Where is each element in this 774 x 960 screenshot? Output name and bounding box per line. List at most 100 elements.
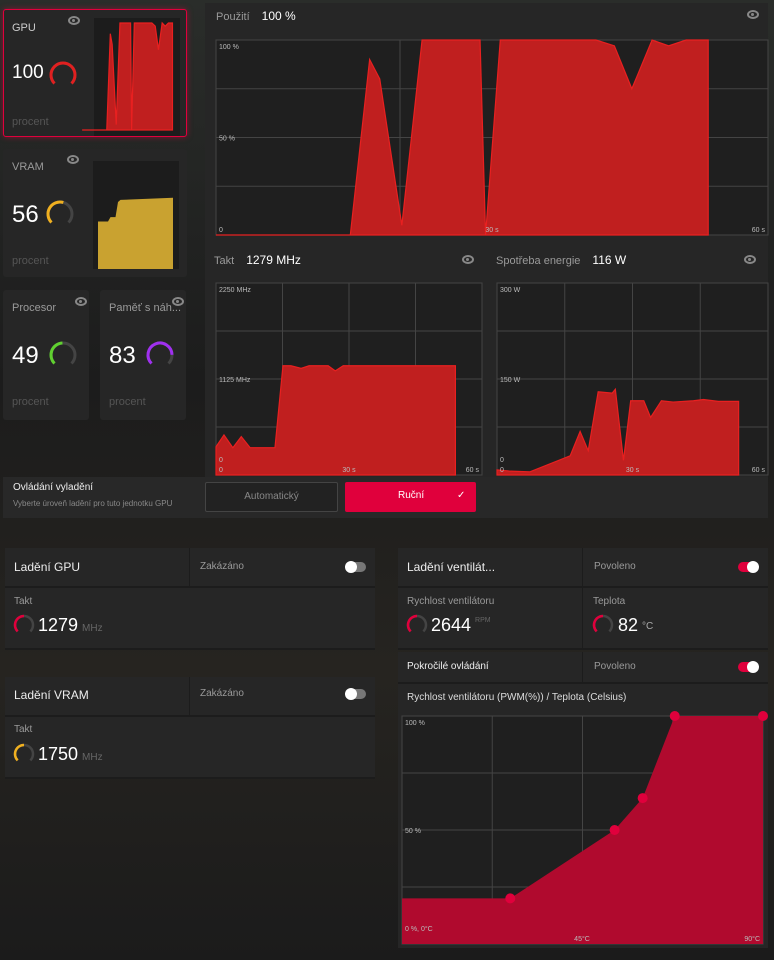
eye-icon[interactable] (462, 255, 474, 264)
usage-chart: 100 % 50 % 0 30 s 60 s (215, 39, 769, 236)
y-tick-label: 100 % (219, 44, 239, 51)
y-tick-label: 0 %, 0°C (405, 925, 433, 933)
x-tick-label: 30 s (342, 467, 356, 474)
curve-point[interactable] (637, 793, 648, 804)
eye-icon[interactable] (172, 297, 184, 306)
fan-speed-label: Rychlost ventilátoru (407, 596, 495, 607)
usage-value: 100 % (261, 9, 296, 23)
y-tick-label: 2250 MHz (219, 287, 251, 294)
gauge-fill (406, 614, 418, 633)
ram-unit: procent (109, 396, 146, 408)
vram-tuning-state: Zakázáno (200, 688, 244, 699)
auto-button[interactable]: Automatický (205, 482, 338, 512)
ram-card-title: Paměť s náh... (109, 302, 181, 314)
y-tick-label: 50 % (405, 828, 421, 835)
x-tick-label: 30 s (485, 227, 499, 234)
gpu-tuning-toggle[interactable] (345, 561, 366, 573)
fan-speed-gauge (406, 614, 428, 633)
fan-tuning-toggle[interactable] (738, 561, 759, 573)
gpu-clock-unit: MHz (82, 623, 103, 634)
power-label: Spotřeba energie (496, 255, 581, 267)
series-area (496, 387, 740, 476)
advanced-control-state: Povoleno (594, 661, 636, 672)
eye-icon[interactable] (747, 10, 759, 19)
gauge-fill (13, 743, 25, 762)
gpu-tuning-title: Ladění GPU (14, 560, 81, 574)
eye-icon[interactable] (75, 297, 87, 306)
fan-curve-title: Rychlost ventilátoru (PWM(%)) / Teplota … (407, 692, 627, 703)
cpu-card-title: Procesor (12, 302, 57, 314)
vram-clock-cell: Takt 1750 MHz (5, 717, 375, 779)
ram-value: 83 (109, 342, 136, 369)
series-area (216, 39, 709, 236)
vram-clock-unit: MHz (82, 752, 103, 763)
curve-point[interactable] (505, 893, 516, 904)
manual-label: Ruční (398, 490, 425, 501)
fan-tuning-title: Ladění ventilát... (407, 560, 496, 574)
vram-gauge (46, 200, 74, 224)
tuning-subtitle: Vyberte úroveň ladění pro tuto jednotku … (13, 499, 173, 508)
gauge-fill (46, 200, 64, 224)
x-tick-label: 90°C (744, 935, 760, 943)
manual-button[interactable]: Ruční ✓ (345, 482, 476, 512)
x-tick-label: 0 (500, 467, 504, 474)
tuning-title: Ovládání vyladění (13, 482, 94, 493)
series-area (402, 716, 763, 944)
vram-value: 56 (12, 201, 39, 228)
clock-value: 1279 MHz (246, 253, 301, 267)
power-header: Spotřeba energie 116 W (496, 253, 626, 267)
advanced-control-row: Pokročilé ovládání Povoleno (398, 652, 768, 684)
ram-card[interactable]: Paměť s náh... 83 procent (100, 290, 186, 420)
eye-icon[interactable] (744, 255, 756, 264)
gpu-clock-label: Takt (14, 596, 33, 607)
eye-icon[interactable] (67, 155, 79, 164)
y-tick-label: 300 W (500, 287, 521, 294)
vram-card[interactable]: VRAM 56 procent (3, 149, 187, 277)
gauge-fill (146, 341, 174, 365)
curve-point[interactable] (758, 711, 768, 721)
gpu-card[interactable]: GPU 100 procent (3, 9, 187, 137)
clock-label: Takt (214, 255, 235, 267)
temp-gauge (592, 614, 614, 633)
clock-chart: 2250 MHz 1125 MHz 0 0 30 s 60 s (215, 282, 483, 476)
series-area (98, 197, 173, 269)
gpu-unit: procent (12, 116, 49, 128)
x-tick-label: 60 s (752, 467, 766, 474)
series-area (82, 21, 174, 131)
gpu-tuning-header: Ladění GPU Zakázáno (5, 548, 375, 588)
vram-tuning-header: Ladění VRAM Zakázáno (5, 677, 375, 717)
advanced-control-toggle[interactable] (738, 661, 759, 673)
usage-header: Použití 100 % (216, 9, 296, 23)
y-tick-label: 0 (500, 457, 504, 464)
fan-curve-chart[interactable]: 100 % 50 % 0 %, 0°C 45°C 90°C (401, 711, 768, 945)
curve-point[interactable] (609, 825, 620, 835)
fan-tuning-state: Povoleno (594, 561, 636, 572)
gpu-clock-readout: 1279 MHz (38, 615, 103, 635)
ram-gauge (146, 341, 174, 365)
gauge-fill (592, 614, 604, 633)
x-tick-label: 60 s (466, 467, 480, 474)
x-tick-label: 30 s (626, 467, 640, 474)
gpu-value: 100 (12, 62, 44, 83)
y-tick-label: 1125 MHz (219, 377, 251, 384)
vram-card-title: VRAM (12, 161, 44, 173)
series-area (215, 365, 456, 476)
vram-clock-readout: 1750 MHz (38, 744, 103, 764)
fan-stats: Rychlost ventilátoru 2644 RPM Teplota 82… (398, 588, 768, 650)
vram-clock-gauge (13, 743, 35, 762)
y-tick-label: 100 % (405, 720, 425, 727)
gpu-gauge (49, 61, 77, 85)
temp-readout: 82 °C (618, 615, 653, 635)
eye-icon[interactable] (68, 16, 80, 25)
gauge-fill (13, 614, 25, 633)
cpu-card[interactable]: Procesor 49 procent (3, 290, 89, 420)
curve-point[interactable] (669, 711, 680, 721)
temp-value: 82 (618, 615, 639, 635)
vram-tuning-toggle[interactable] (345, 688, 366, 700)
y-tick-label: 150 W (500, 377, 521, 384)
gpu-card-title: GPU (12, 22, 36, 34)
vram-clock-value: 1750 (38, 744, 79, 764)
y-tick-label: 50 % (219, 136, 235, 143)
clock-header: Takt 1279 MHz (214, 253, 301, 267)
temp-unit: °C (642, 621, 654, 632)
